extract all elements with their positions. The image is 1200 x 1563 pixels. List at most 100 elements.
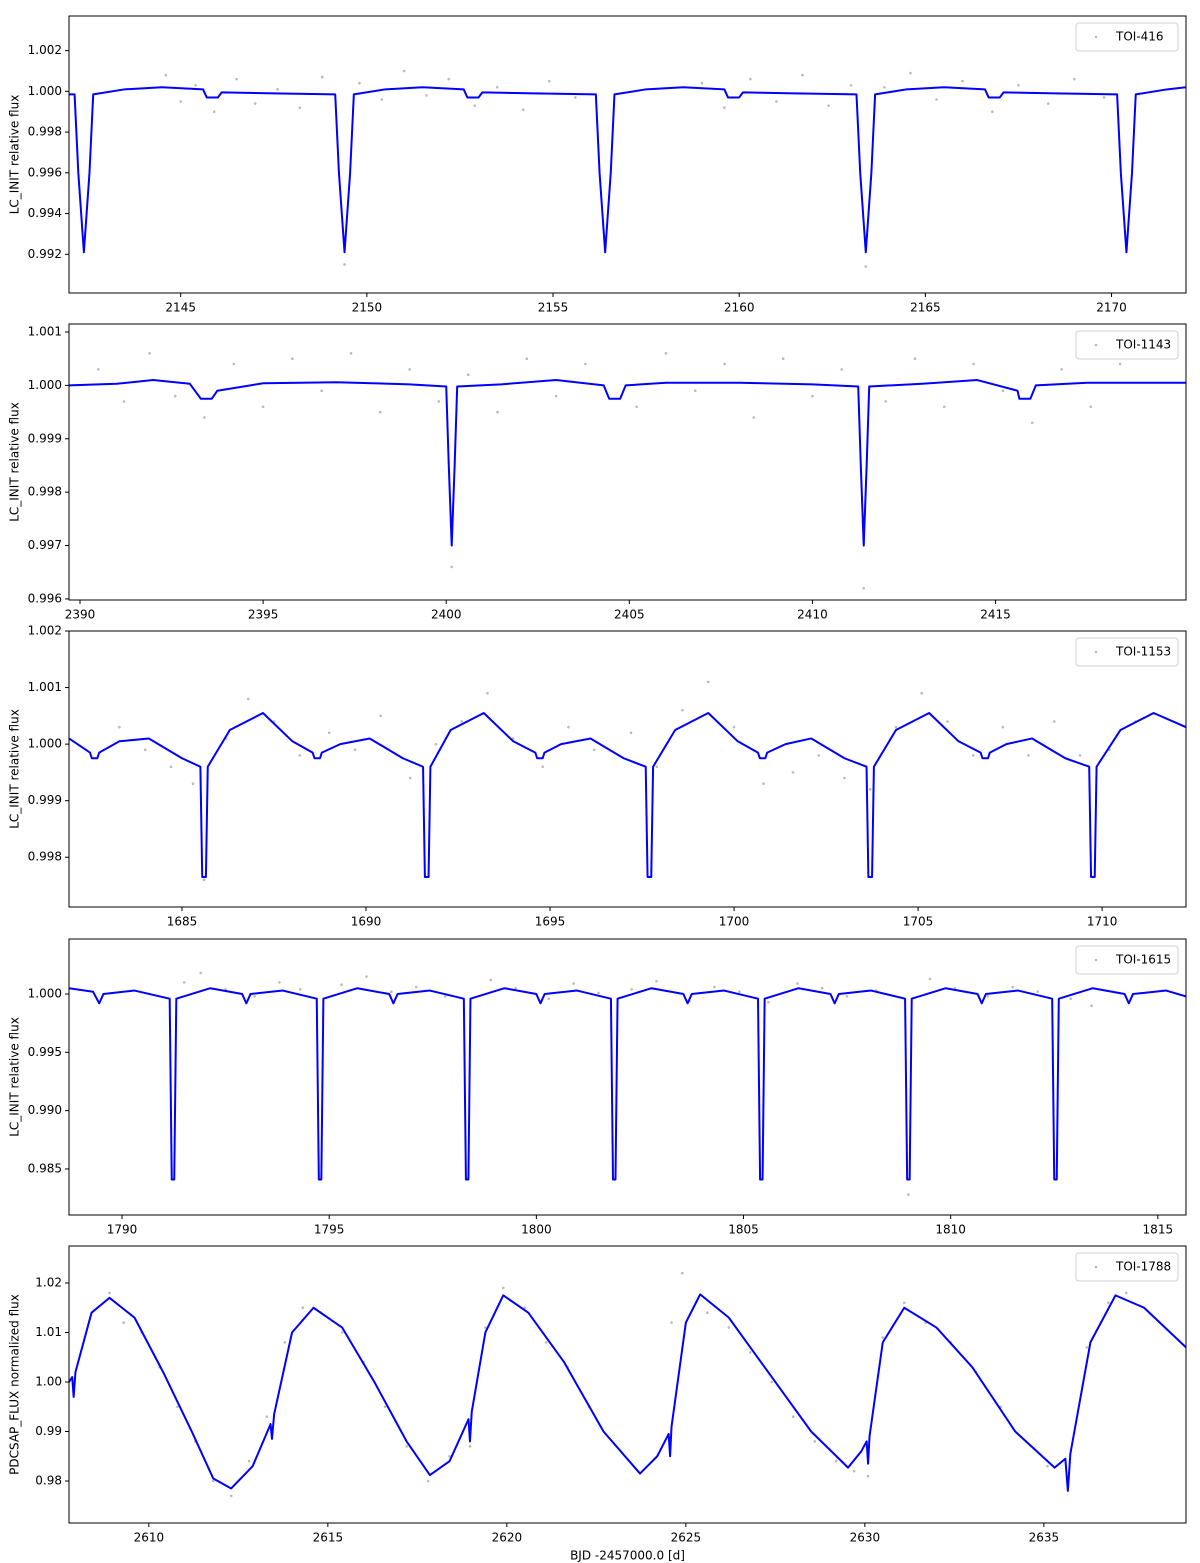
data-point [340, 983, 343, 987]
data-point [592, 748, 596, 752]
data-point [301, 1306, 305, 1310]
x-tick-label: 1705 [903, 915, 934, 929]
legend: TOI-1615 [1075, 945, 1179, 975]
y-tick-label: 1.000 [28, 378, 62, 392]
data-point [402, 69, 406, 73]
data-point [379, 714, 383, 718]
legend-box [1075, 22, 1179, 52]
y-tick-label: 0.994 [28, 206, 62, 220]
data-point [405, 1445, 408, 1448]
axes-frame [68, 15, 1187, 294]
y-tick-label: 0.999 [28, 431, 62, 445]
data-point [1124, 1291, 1128, 1295]
data-point [179, 100, 182, 103]
data-point [118, 725, 121, 729]
data-point [447, 77, 451, 81]
data-point [1090, 1004, 1093, 1007]
x-tick-label: 2635 [1029, 1531, 1060, 1545]
data-point [706, 1311, 709, 1314]
data-point [862, 586, 866, 590]
data-point [122, 1321, 126, 1324]
data-point [261, 405, 265, 409]
data-point [501, 1286, 505, 1290]
y-tick-label: 0.998 [28, 850, 62, 864]
legend: TOI-1153 [1075, 637, 1179, 667]
data-point [738, 990, 741, 994]
x-tick-label: 2620 [492, 1531, 523, 1545]
x-tick-label: 1710 [1087, 915, 1118, 929]
legend: TOI-1788 [1075, 1252, 1179, 1282]
data-point [143, 748, 147, 752]
data-point [791, 771, 795, 774]
data-point [203, 416, 206, 419]
data-point [253, 102, 257, 105]
data-point [1085, 1346, 1089, 1349]
model-line [69, 987, 1186, 1181]
data-point [723, 106, 726, 109]
x-tick-label: 2150 [352, 301, 383, 315]
data-point [460, 720, 463, 723]
data-point [961, 79, 964, 83]
y-axis-label: LC_INIT relative flux [8, 709, 22, 829]
data-point [247, 1459, 251, 1463]
y-tick-label: 0.998 [28, 485, 62, 499]
data-point [902, 1301, 906, 1305]
data-point [883, 85, 886, 89]
data-point [176, 1405, 179, 1409]
data-point [884, 400, 887, 403]
x-tick-label: 1805 [728, 1223, 759, 1237]
data-point [473, 104, 477, 107]
data-point [852, 1469, 856, 1473]
data-point [548, 79, 551, 83]
data-point [383, 1405, 387, 1409]
data-point [1011, 985, 1015, 989]
data-point [849, 83, 853, 87]
data-point [843, 776, 846, 780]
data-point [235, 77, 238, 81]
data-point [148, 352, 151, 355]
data-point [813, 1440, 817, 1443]
data-point [468, 1445, 472, 1448]
data-point [817, 754, 820, 757]
model-line [69, 712, 1186, 879]
x-tick-label: 2155 [538, 301, 569, 315]
x-tick-label: 1690 [351, 915, 382, 929]
data-point [1107, 1301, 1110, 1305]
data-point [182, 981, 186, 984]
x-tick-label: 2160 [724, 301, 755, 315]
axes-frame [68, 630, 1187, 908]
data-point [796, 982, 799, 985]
data-point [655, 979, 658, 983]
legend-box [1075, 945, 1179, 975]
x-tick-label: 2390 [65, 608, 96, 622]
data-point [681, 708, 684, 712]
x-tick-label: 1800 [521, 1223, 552, 1237]
data-point [434, 742, 438, 746]
data-point [864, 265, 868, 268]
data-point [408, 776, 412, 780]
x-tick-label: 1790 [107, 1223, 138, 1237]
data-point [942, 405, 946, 409]
data-point [96, 368, 100, 371]
legend-label: TOI-1143 [1115, 338, 1171, 352]
legend-marker [1094, 343, 1098, 347]
data-point [567, 725, 570, 729]
data-point [749, 77, 752, 81]
y-tick-label: 0.996 [28, 591, 62, 605]
data-point [122, 400, 126, 403]
y-tick-label: 0.995 [28, 1045, 62, 1059]
data-point [495, 85, 499, 89]
data-point [700, 81, 704, 85]
y-axis-label: LC_INIT relative flux [8, 1017, 22, 1137]
data-point [655, 765, 659, 769]
y-tick-label: 1.000 [28, 737, 62, 751]
data-point [928, 977, 932, 981]
x-tick-label: 2170 [1096, 301, 1127, 315]
data-point [390, 990, 393, 994]
data-point [597, 991, 600, 995]
data-point [574, 96, 577, 99]
x-axis-label: BJD -2457000.0 [d] [570, 1549, 685, 1563]
data-point [630, 988, 633, 991]
data-point [664, 352, 668, 355]
